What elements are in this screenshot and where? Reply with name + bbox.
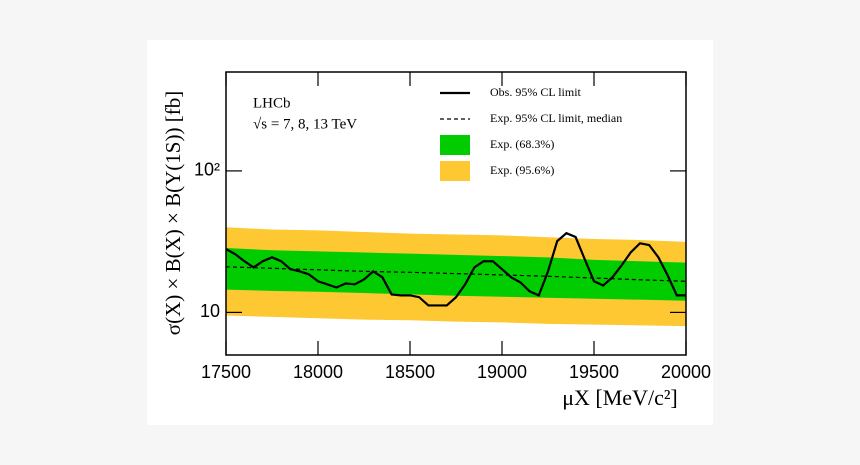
x-axis-label: μX [MeV/c²] <box>562 385 678 410</box>
expected-band <box>226 248 686 301</box>
legend-swatch <box>440 135 470 155</box>
legend-label: Exp. 95% CL limit, median <box>490 111 622 125</box>
legend-swatch <box>440 161 470 181</box>
legend-label: Exp. (95.6%) <box>490 163 554 177</box>
energy-label: √s = 7, 8, 13 TeV <box>253 116 357 132</box>
y-axis-label: σ(X) × B(X) × B(Υ(1S)) [fb] <box>161 91 185 335</box>
x-tick-label: 17500 <box>201 362 251 382</box>
legend-label: Exp. (68.3%) <box>490 137 554 151</box>
x-tick-label: 20000 <box>661 362 711 382</box>
observed-limit-line <box>225 231 686 307</box>
plot-frame <box>225 71 687 356</box>
experiment-label: LHCb <box>253 95 291 111</box>
x-tick-label: 18000 <box>293 362 343 382</box>
y-tick-label: 10 <box>200 301 220 321</box>
x-tick-label: 19500 <box>569 362 619 382</box>
legend-label: Obs. 95% CL limit <box>490 85 582 99</box>
x-tick-label: 18500 <box>385 362 435 382</box>
x-tick-label: 19000 <box>477 362 527 382</box>
y-tick-label: 10² <box>194 160 220 180</box>
